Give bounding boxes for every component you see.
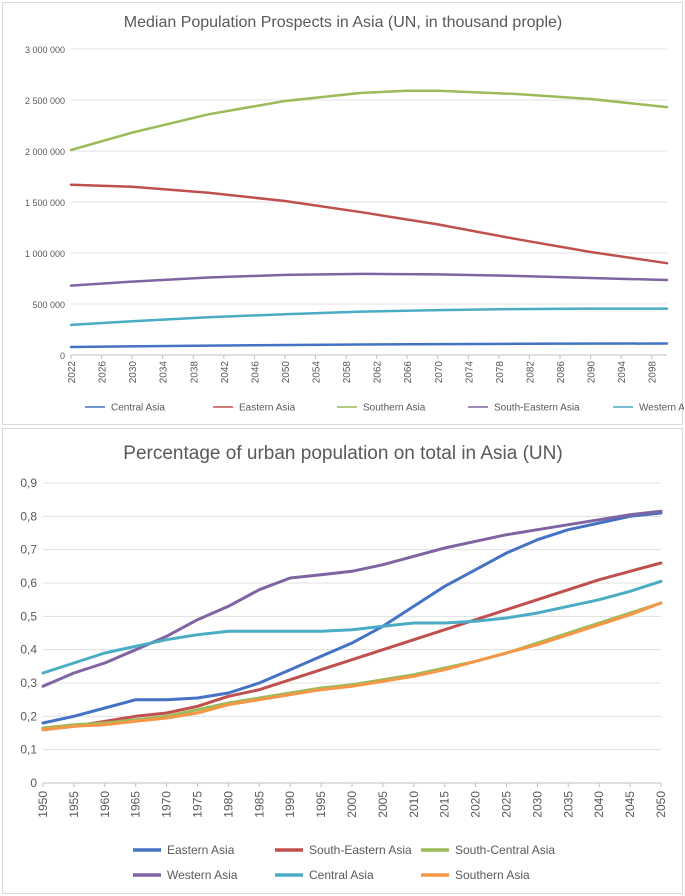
x-tick-label: 2015 — [438, 791, 452, 818]
x-tick-label: 2035 — [561, 791, 575, 818]
population-chart: Median Population Prospects in Asia (UN,… — [25, 14, 684, 414]
legend-label-central-asia: Central Asia — [111, 403, 165, 414]
x-tick-label: 2070 — [434, 361, 445, 384]
y-tick-label: 500 000 — [32, 300, 65, 310]
x-tick-label: 2005 — [376, 791, 390, 818]
y-tick-label: 0,2 — [20, 709, 37, 723]
series-line-eastern-asia — [41, 511, 663, 725]
legend-label-south-central-asia: South-Central Asia — [455, 843, 555, 857]
series-line-south-eastern-asia — [41, 561, 663, 732]
y-tick-label: 3 000 000 — [25, 45, 65, 55]
x-tick-label: 1970 — [160, 791, 174, 818]
x-tick-label: 1955 — [67, 791, 81, 818]
x-tick-label: 2054 — [312, 361, 323, 384]
x-tick-label: 2078 — [495, 361, 506, 384]
y-tick-label: 0,7 — [20, 543, 37, 557]
y-tick-label: 0,9 — [20, 476, 37, 490]
y-tick-label: 0,3 — [20, 676, 37, 690]
legend-label-central-asia: Central Asia — [309, 868, 374, 882]
x-tick-label: 2025 — [500, 791, 514, 818]
series-line-south-eastern-asia — [69, 272, 669, 287]
population-chart-legend: Central Asia Eastern Asia Southern Asia Sou… — [85, 403, 684, 414]
population-chart-title: Median Population Prospects in Asia (UN,… — [124, 14, 562, 31]
x-tick-label: 2042 — [220, 361, 231, 384]
urban-chart-legend: Eastern Asia South-Eastern Asia South-Cent… — [133, 843, 555, 882]
x-tick-label: 1995 — [314, 791, 328, 818]
x-tick-label: 2062 — [373, 361, 384, 384]
x-tick-label: 2034 — [159, 361, 170, 384]
legend-label-eastern-asia: Eastern Asia — [239, 403, 296, 414]
y-tick-label: 1 500 000 — [25, 198, 65, 208]
x-tick-label: 2090 — [587, 361, 598, 384]
x-tick-label: 2082 — [525, 361, 536, 384]
y-tick-label: 0,5 — [20, 609, 37, 623]
y-tick-label: 0,4 — [20, 643, 37, 657]
x-tick-label: 2058 — [342, 361, 353, 384]
x-tick-label: 2000 — [345, 791, 359, 818]
y-tick-label: 1 000 000 — [25, 249, 65, 259]
x-tick-label: 2066 — [403, 361, 414, 384]
x-tick-label: 2026 — [98, 361, 109, 384]
x-tick-label: 1950 — [36, 791, 50, 818]
x-tick-label: 2010 — [407, 791, 421, 818]
x-tick-label: 1975 — [191, 791, 205, 818]
x-tick-label: 2098 — [648, 361, 659, 384]
x-tick-label: 2030 — [530, 791, 544, 818]
x-tick-label: 2020 — [469, 791, 483, 818]
y-tick-label: 2 500 000 — [25, 96, 65, 106]
x-tick-label: 1965 — [129, 791, 143, 818]
legend-label-eastern-asia: Eastern Asia — [167, 843, 235, 857]
series-line-eastern-asia — [69, 183, 669, 265]
x-tick-label: 2022 — [67, 361, 78, 384]
x-tick-label: 1980 — [221, 791, 235, 818]
x-tick-label: 1990 — [283, 791, 297, 818]
x-tick-label: 2074 — [464, 361, 475, 384]
legend-label-southern-asia: Southern Asia — [455, 868, 530, 882]
x-tick-label: 2050 — [654, 791, 668, 818]
x-tick-label: 2040 — [592, 791, 606, 818]
series-line-central-asia — [41, 579, 663, 675]
population-chart-panel: Median Population Prospects in Asia (UN,… — [2, 2, 684, 425]
series-line-western-asia — [69, 307, 669, 327]
x-tick-label: 1960 — [98, 791, 112, 818]
y-tick-label: 0,8 — [20, 509, 37, 523]
x-tick-label: 2050 — [281, 361, 292, 384]
y-tick-label: 0 — [30, 776, 37, 790]
series-line-southern-asia — [69, 89, 669, 152]
x-tick-label: 2038 — [189, 361, 200, 384]
y-tick-label: 0,6 — [20, 576, 37, 590]
legend-label-western-asia: Western Asia — [639, 403, 684, 414]
y-tick-label: 0 — [60, 351, 65, 361]
urban-chart-panel: Percentage of urban population on total … — [2, 428, 683, 894]
x-tick-label: 2030 — [128, 361, 139, 384]
x-tick-label: 1985 — [252, 791, 266, 818]
series-line-south-central-asia — [41, 601, 663, 730]
legend-label-southern-asia: Southern Asia — [363, 403, 426, 414]
legend-label-south-eastern-asia: South-Eastern Asia — [309, 843, 412, 857]
x-tick-label: 2086 — [556, 361, 567, 384]
legend-label-south-eastern-asia: South-Eastern Asia — [494, 403, 580, 414]
urban-chart: Percentage of urban population on total … — [20, 443, 668, 882]
y-tick-label: 0,1 — [20, 743, 37, 757]
urban-chart-title: Percentage of urban population on total … — [123, 443, 562, 464]
x-tick-label: 2046 — [250, 361, 261, 384]
series-line-southern-asia — [41, 601, 663, 732]
x-tick-label: 2045 — [623, 791, 637, 818]
x-tick-label: 2094 — [617, 361, 628, 384]
series-line-central-asia — [69, 342, 669, 349]
legend-label-western-asia: Western Asia — [167, 868, 238, 882]
y-tick-label: 2 000 000 — [25, 147, 65, 157]
